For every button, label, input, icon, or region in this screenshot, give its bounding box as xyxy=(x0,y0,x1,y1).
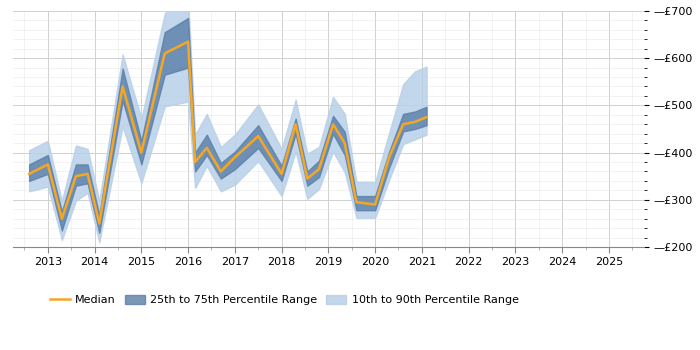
Median xyxy=(216,169,225,174)
Median xyxy=(25,172,34,176)
Median xyxy=(329,122,337,126)
Median xyxy=(118,84,127,89)
Median xyxy=(43,162,52,167)
Median xyxy=(291,122,300,126)
Median xyxy=(202,146,211,150)
Median xyxy=(340,141,349,145)
Median xyxy=(411,120,419,124)
Line: Median: Median xyxy=(29,42,426,223)
Median xyxy=(95,221,104,225)
Median xyxy=(71,174,80,178)
Median xyxy=(254,134,262,138)
Median xyxy=(160,51,169,56)
Median xyxy=(352,200,361,204)
Median xyxy=(303,176,312,181)
Median xyxy=(83,172,92,176)
Median xyxy=(57,217,66,221)
Legend: Median, 25th to 75th Percentile Range, 10th to 90th Percentile Range: Median, 25th to 75th Percentile Range, 1… xyxy=(45,290,524,310)
Median xyxy=(385,155,393,160)
Median xyxy=(371,202,379,206)
Median xyxy=(191,160,200,164)
Median xyxy=(399,122,407,126)
Median xyxy=(315,167,323,171)
Median xyxy=(277,172,286,176)
Median xyxy=(231,155,239,160)
Median xyxy=(422,115,430,119)
Median xyxy=(184,40,192,44)
Median xyxy=(137,150,146,155)
